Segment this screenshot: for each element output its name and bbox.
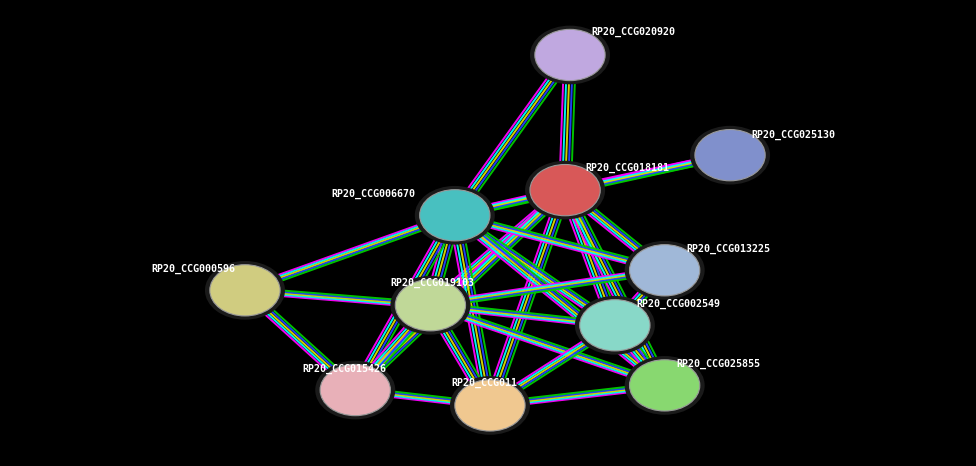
- Ellipse shape: [530, 26, 610, 84]
- Ellipse shape: [525, 161, 605, 219]
- Ellipse shape: [315, 361, 395, 419]
- Ellipse shape: [535, 29, 605, 81]
- Ellipse shape: [455, 380, 525, 431]
- Text: RP20_CCG025130: RP20_CCG025130: [752, 130, 835, 140]
- Ellipse shape: [395, 280, 466, 331]
- Text: RP20_CCG020920: RP20_CCG020920: [591, 27, 675, 37]
- Ellipse shape: [575, 296, 655, 355]
- Ellipse shape: [420, 190, 490, 241]
- Ellipse shape: [690, 126, 770, 185]
- Text: RP20_CCG002549: RP20_CCG002549: [636, 299, 720, 309]
- Text: RP20_CCG006670: RP20_CCG006670: [332, 189, 416, 199]
- Text: RP20_CCG019103: RP20_CCG019103: [390, 278, 474, 288]
- Text: RP20_CCG018181: RP20_CCG018181: [586, 163, 670, 173]
- Text: RP20_CCG000596: RP20_CCG000596: [151, 264, 235, 274]
- Ellipse shape: [580, 300, 650, 351]
- Ellipse shape: [630, 360, 700, 411]
- Ellipse shape: [695, 130, 765, 181]
- Text: RP20_CCG025855: RP20_CCG025855: [676, 359, 760, 369]
- Ellipse shape: [630, 245, 700, 296]
- Ellipse shape: [625, 241, 705, 300]
- Ellipse shape: [390, 276, 470, 335]
- Text: RP20_CCG013225: RP20_CCG013225: [686, 244, 770, 254]
- Ellipse shape: [450, 376, 530, 435]
- Ellipse shape: [415, 186, 495, 245]
- Ellipse shape: [320, 364, 390, 416]
- Ellipse shape: [530, 164, 600, 216]
- Text: RP20_CCG015426: RP20_CCG015426: [303, 363, 386, 374]
- Ellipse shape: [625, 356, 705, 415]
- Ellipse shape: [205, 261, 285, 320]
- Text: RP20_CCG011: RP20_CCG011: [451, 377, 517, 388]
- Ellipse shape: [210, 265, 280, 316]
